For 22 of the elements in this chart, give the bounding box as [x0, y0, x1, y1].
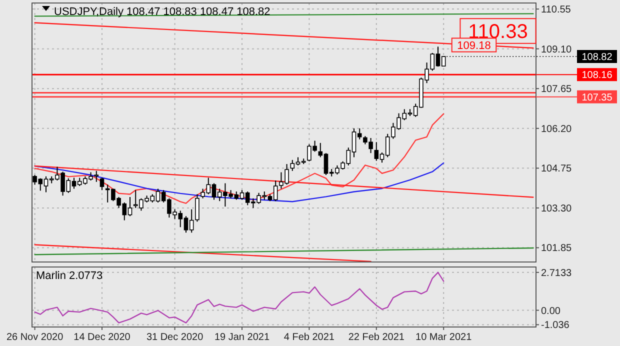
x-tick-label: 22 Feb 2021 [348, 332, 405, 343]
y-tick-label: 2.7133 [541, 268, 572, 279]
x-tick-label: 31 Dec 2020 [146, 332, 204, 343]
ref-line-label: 107.35 [582, 92, 613, 104]
x-tick-label: 10 Mar 2021 [416, 332, 472, 343]
annotation: 109.18 [457, 40, 491, 52]
x-tick-label: 26 Nov 2020 [6, 332, 64, 343]
y-tick-label: 109.10 [541, 44, 572, 56]
y-tick-label: -1.036 [541, 320, 570, 332]
y-tick-label: 0.00 [541, 306, 561, 317]
y-tick-label: 106.20 [541, 124, 572, 135]
annotation: 108.82 [582, 52, 613, 63]
y-tick-label: 101.85 [541, 243, 572, 254]
y-tick-label: 103.30 [541, 203, 572, 214]
y-tick-label: 107.65 [541, 84, 572, 96]
y-tick-label: 104.75 [541, 164, 572, 175]
chart-title: Marlin 2.0773 [36, 270, 103, 282]
x-tick-label: 4 Feb 2021 [284, 332, 335, 343]
ref-line-label: 108.16 [582, 70, 613, 82]
x-tick-label: 14 Dec 2020 [74, 332, 131, 343]
x-tick-label: 19 Jan 2021 [214, 332, 270, 343]
y-tick-label: 110.55 [541, 4, 572, 16]
